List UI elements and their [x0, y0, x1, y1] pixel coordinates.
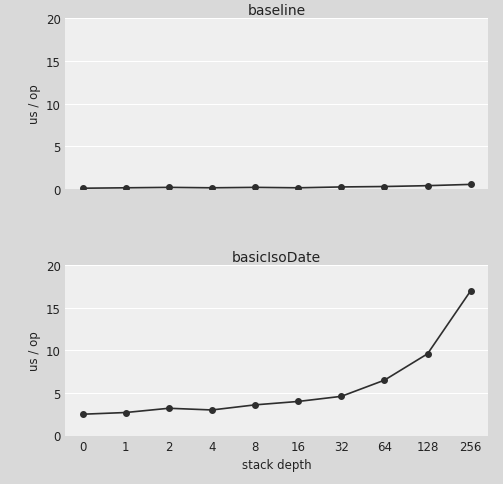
Title: basicIsoDate: basicIsoDate — [232, 251, 321, 265]
Title: baseline: baseline — [247, 4, 306, 18]
Y-axis label: us / op: us / op — [29, 331, 41, 370]
X-axis label: stack depth: stack depth — [242, 457, 311, 470]
Y-axis label: us / op: us / op — [29, 85, 41, 124]
